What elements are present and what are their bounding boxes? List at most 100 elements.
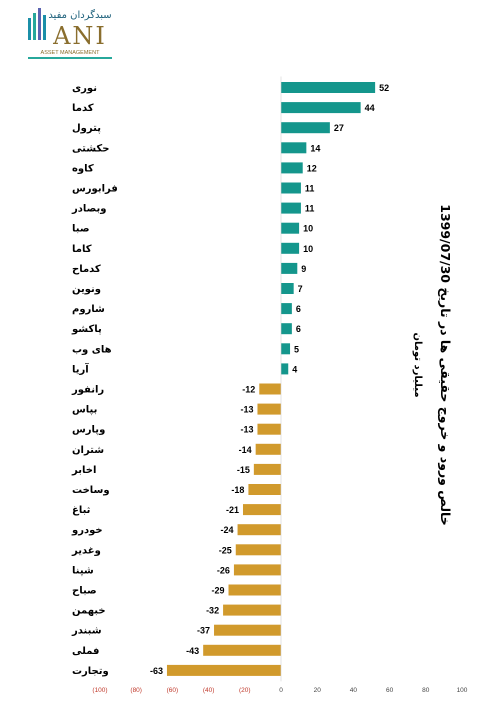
value-label: 11 xyxy=(305,204,315,214)
bar-19 xyxy=(255,443,281,455)
bar-5 xyxy=(281,162,303,174)
bar-14 xyxy=(281,343,291,355)
bar-10 xyxy=(281,262,298,274)
bar-26 xyxy=(228,584,281,596)
value-label: -13 xyxy=(240,425,253,435)
value-label: -63 xyxy=(150,666,163,676)
category-label: خبهمن xyxy=(72,606,106,617)
value-label: 14 xyxy=(310,143,320,153)
value-label: -29 xyxy=(211,586,224,596)
value-label: -24 xyxy=(221,525,234,535)
value-label: 4 xyxy=(292,364,297,374)
x-tick-label: (100) xyxy=(92,687,107,694)
logo-mark: ANI xyxy=(52,22,107,50)
value-label: -32 xyxy=(206,606,219,616)
category-label: رانفور xyxy=(71,385,104,396)
category-labels: نوری کدما پترول حکشتی کاوه فرابورس وبصادر صبا کا… xyxy=(71,83,118,677)
chart-title: خالص ورود و خروج حقیقی ها در تاریخ 1399/… xyxy=(438,204,453,525)
bar-25 xyxy=(233,564,281,576)
x-tick-label: (20) xyxy=(239,687,251,694)
category-label: وتجارت xyxy=(72,666,109,677)
category-label: ثباغ xyxy=(72,505,91,516)
bar-20 xyxy=(253,463,281,475)
value-label: -12 xyxy=(242,385,255,395)
bar-16 xyxy=(259,383,281,395)
value-label: 10 xyxy=(303,244,313,254)
category-label: شتران xyxy=(72,445,104,456)
logo-stripes-icon xyxy=(28,8,46,40)
x-tick-label: (40) xyxy=(203,687,215,694)
logo-top-text: سبدگردان مفید xyxy=(48,9,111,21)
bar-21 xyxy=(248,484,281,495)
value-label: -25 xyxy=(219,545,232,555)
category-label: شپنا xyxy=(72,565,94,576)
category-label: حکشتی xyxy=(72,143,109,154)
category-label: فملی xyxy=(72,646,99,657)
value-label: -37 xyxy=(197,626,210,636)
bars-layer xyxy=(166,82,376,676)
bar-29 xyxy=(203,644,281,656)
value-label: -18 xyxy=(231,485,244,495)
x-tick-label: 20 xyxy=(314,687,322,694)
bar-18 xyxy=(257,423,281,435)
value-label: 27 xyxy=(334,123,344,133)
logo-sub-text: ASSET MANAGEMENT xyxy=(41,50,101,56)
value-label: -14 xyxy=(239,445,252,455)
bar-11 xyxy=(281,283,294,294)
bar-12 xyxy=(281,303,292,315)
bar-1 xyxy=(281,82,376,93)
bar-2 xyxy=(281,102,361,114)
category-label: پاکشو xyxy=(71,324,102,335)
x-tick-label: (80) xyxy=(130,687,142,694)
x-tick-label: (60) xyxy=(167,687,179,694)
category-label: فرابورس xyxy=(72,184,118,195)
value-label: 6 xyxy=(296,324,301,334)
x-tick-label: 60 xyxy=(386,687,394,694)
value-label: 11 xyxy=(305,184,315,194)
category-label: وساخت xyxy=(72,485,110,496)
bar-6 xyxy=(281,182,301,194)
category-label: وغدیر xyxy=(71,545,101,556)
category-label: بپاس xyxy=(72,405,97,416)
category-label: پترول xyxy=(72,123,101,134)
bar-22 xyxy=(242,504,281,516)
bar-17 xyxy=(257,403,281,415)
bar-23 xyxy=(237,524,281,536)
x-tick-label: 40 xyxy=(350,687,358,694)
category-label: نوری xyxy=(72,83,97,94)
bar-27 xyxy=(223,604,281,616)
bar-3 xyxy=(281,122,330,134)
category-label: کدماح xyxy=(72,264,101,275)
category-label: شبندر xyxy=(71,626,102,637)
value-label: 12 xyxy=(307,163,317,173)
bar-4 xyxy=(281,142,307,154)
bar-8 xyxy=(281,222,300,234)
bar-9 xyxy=(281,242,300,254)
value-label: 7 xyxy=(298,284,303,294)
chart-subtitle: میلیارد تومان xyxy=(412,332,423,397)
value-label: 9 xyxy=(301,264,306,274)
category-label: وبصادر xyxy=(71,204,106,215)
bar-28 xyxy=(214,624,281,636)
value-label: 52 xyxy=(379,83,389,93)
value-label: -26 xyxy=(217,565,230,575)
category-label: شاروم xyxy=(72,304,105,315)
category-label: آریا xyxy=(72,362,89,375)
value-label: -15 xyxy=(237,465,250,475)
value-label: -43 xyxy=(186,646,199,656)
x-tick-label: 0 xyxy=(279,687,283,694)
category-label: خودرو xyxy=(71,525,103,536)
category-label: صباح xyxy=(72,586,97,597)
bar-13 xyxy=(281,323,292,335)
category-label: کاما xyxy=(72,244,92,255)
bar-7 xyxy=(281,202,301,214)
category-label: وپارس xyxy=(72,425,105,436)
value-labels: 52 44 27 14 12 11 11 10 10 9 7 6 6 5 4 -12 -13 -13 -14 -15 -… xyxy=(150,83,389,676)
bar-30 xyxy=(166,664,281,676)
x-axis-ticks: (100) (80) (60) (40) (20) 0 20 40 60 80 100 xyxy=(92,687,467,694)
bar-24 xyxy=(235,544,281,556)
category-label: ونوین xyxy=(72,284,101,295)
value-label: -21 xyxy=(226,505,239,515)
company-logo: سبدگردان مفید ANI ASSET MANAGEMENT xyxy=(28,8,112,59)
